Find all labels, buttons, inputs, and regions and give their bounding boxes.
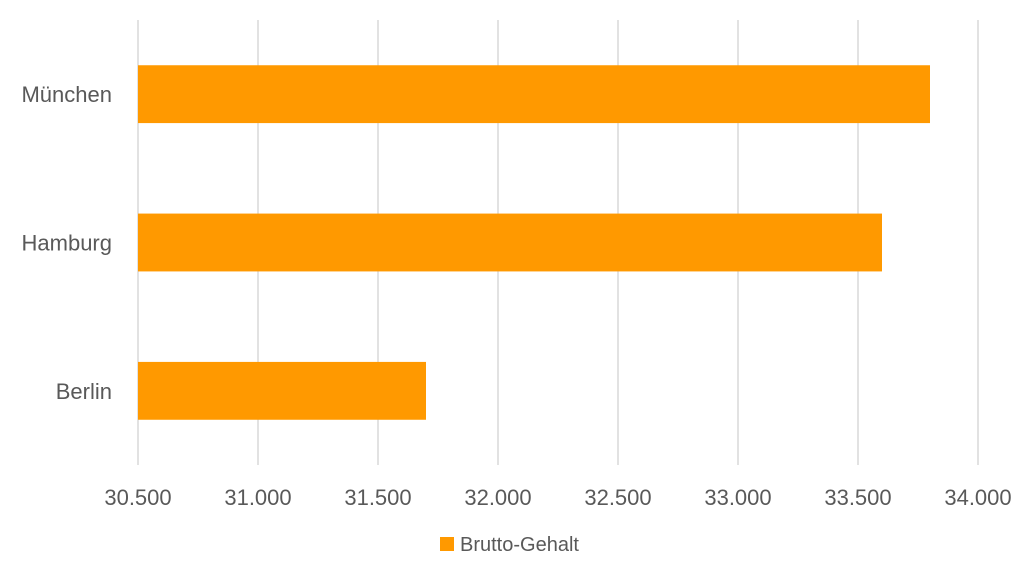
x-tick-label: 31.500 — [344, 485, 411, 510]
bar — [138, 361, 426, 420]
x-tick-label: 33.000 — [704, 485, 771, 510]
x-axis-tick-labels: 30.500 31.000 31.500 32.000 32.500 33.000 33.5… — [104, 485, 1011, 510]
x-tick-label: 31.000 — [224, 485, 291, 510]
x-tick-label: 34.000 — [944, 485, 1011, 510]
legend: Brutto-Gehalt — [440, 534, 579, 556]
legend-label: Brutto-Gehalt — [460, 534, 579, 556]
x-tick-label: 30.500 — [104, 485, 171, 510]
legend-swatch — [440, 537, 454, 551]
category-label: Hamburg — [22, 231, 112, 256]
x-tick-label: 32.500 — [584, 485, 651, 510]
category-label: Berlin — [56, 379, 112, 404]
bar — [138, 65, 930, 124]
bars — [138, 65, 930, 420]
category-label: München — [21, 82, 112, 107]
x-tick-label: 33.500 — [824, 485, 891, 510]
bar — [138, 213, 882, 272]
x-tick-label: 32.000 — [464, 485, 531, 510]
category-labels: München Hamburg Berlin — [21, 82, 112, 404]
